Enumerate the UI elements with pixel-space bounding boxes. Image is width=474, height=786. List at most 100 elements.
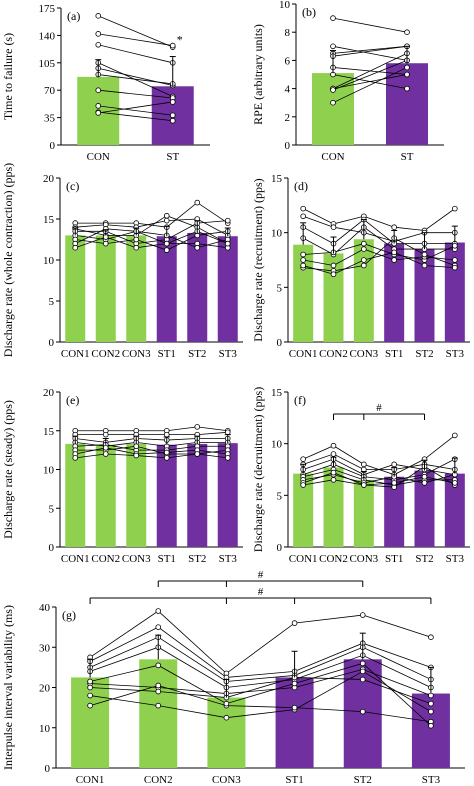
y-tick-label: 5 <box>277 282 283 294</box>
panel-label: (d) <box>294 179 308 193</box>
bar <box>126 443 147 547</box>
subject-point <box>72 455 79 461</box>
subject-point <box>391 257 397 263</box>
subject-line <box>75 230 228 251</box>
y-tick-label: 10 <box>279 0 291 11</box>
y-tick-label: 15 <box>43 214 55 226</box>
y-tick-label: 0 <box>45 763 51 775</box>
panel-label: (e) <box>66 393 79 407</box>
subject-point <box>330 87 336 93</box>
subject-line <box>90 670 432 719</box>
y-tick-label: 2 <box>285 112 291 124</box>
subject-line <box>75 426 228 432</box>
subject-point <box>452 432 458 439</box>
x-tick-label: ST3 <box>446 553 465 565</box>
subject-line <box>89 685 431 723</box>
subject-point <box>300 205 306 212</box>
subject-point <box>361 240 367 247</box>
subject-point <box>330 43 336 50</box>
subject-point <box>224 217 231 224</box>
y-axis-label: Discharge rate (steady) (pps) <box>1 400 15 539</box>
subject-line <box>332 52 408 89</box>
x-tick-label: CON1 <box>289 553 318 565</box>
subject-point <box>300 257 306 263</box>
subject-point <box>155 688 162 695</box>
y-tick-label: 0 <box>277 337 283 349</box>
subject-line <box>332 67 408 104</box>
subject-line <box>90 677 432 704</box>
y-tick-label: 20 <box>43 173 55 185</box>
subject-line <box>332 17 408 33</box>
subject-point <box>133 244 140 251</box>
subject-point <box>87 684 93 691</box>
subject-point <box>391 480 397 486</box>
x-tick-label: CON3 <box>349 553 378 565</box>
subject-point <box>163 240 170 247</box>
x-tick-label: ST3 <box>446 348 465 360</box>
subject-point <box>102 240 109 247</box>
subject-point <box>72 244 79 251</box>
panel-label: (c) <box>66 179 79 193</box>
subject-point <box>300 482 306 488</box>
panel-f: 0 5 10 15 Discharge rate (decruitment) (pps)… <box>251 387 470 565</box>
bar <box>217 236 238 342</box>
bar <box>95 235 116 342</box>
subject-point <box>87 692 93 699</box>
subject-point <box>163 449 170 456</box>
y-tick-label: 70 <box>44 85 56 97</box>
bar <box>293 244 314 342</box>
y-tick-label: 5 <box>277 490 283 502</box>
subject-point <box>95 103 102 109</box>
subject-line <box>75 215 228 244</box>
y-tick-label: 40 <box>39 602 51 614</box>
x-tick-label: CON1 <box>61 553 90 565</box>
panel-a: 0 35 70 105 140 175 Time to failure (s) (a) CON S… <box>1 3 210 163</box>
panel-b: 0 2 4 6 8 10 RPE (arbitrary units) (b) CON ST <box>251 0 444 163</box>
y-tick-label: 0 <box>49 542 55 554</box>
y-tick-label: 105 <box>39 58 56 70</box>
subject-line <box>303 458 456 481</box>
subject-line <box>98 101 173 114</box>
subject-line <box>98 105 173 116</box>
subject-point <box>155 624 162 630</box>
subject-point <box>428 708 434 715</box>
subject-point <box>291 704 298 711</box>
subject-line <box>302 208 456 231</box>
subject-point <box>361 262 367 269</box>
panel-label: (a) <box>67 9 80 23</box>
bar <box>65 235 86 342</box>
y-tick-label: 10 <box>43 465 55 477</box>
panel-g: 0 10 20 30 40 Interpulse interval variability… <box>1 569 465 786</box>
x-tick-label: ST1 <box>158 553 176 565</box>
subject-line <box>303 251 455 275</box>
subject-point <box>300 251 306 258</box>
subject-point <box>102 451 109 457</box>
subject-line <box>98 33 173 46</box>
subject-line <box>89 626 432 678</box>
y-tick-label: 5 <box>49 296 55 308</box>
bar <box>275 677 314 768</box>
subject-point <box>300 262 306 269</box>
subject-point <box>452 242 458 249</box>
y-tick-label: 8 <box>285 27 291 39</box>
x-tick-label: ST <box>401 151 414 163</box>
y-tick-label: 30 <box>39 642 51 654</box>
subject-point <box>169 99 176 105</box>
subject-point <box>330 451 337 457</box>
x-tick-label: CON2 <box>319 553 348 565</box>
bar <box>323 253 344 342</box>
x-tick-label: CON <box>87 151 110 163</box>
subject-line <box>303 465 456 488</box>
bar <box>293 473 314 547</box>
subject-point <box>330 477 337 483</box>
subject-line <box>89 636 432 682</box>
subject-point <box>359 668 366 675</box>
subject-point <box>428 722 434 729</box>
subject-point <box>428 700 434 707</box>
x-tick-label: CON3 <box>122 553 151 565</box>
y-axis-label: Discharge rate (recruitment) (pps) <box>251 178 265 341</box>
subject-line <box>75 438 228 443</box>
subject-point <box>155 662 162 669</box>
subject-point <box>163 217 170 224</box>
subject-point <box>452 257 458 263</box>
